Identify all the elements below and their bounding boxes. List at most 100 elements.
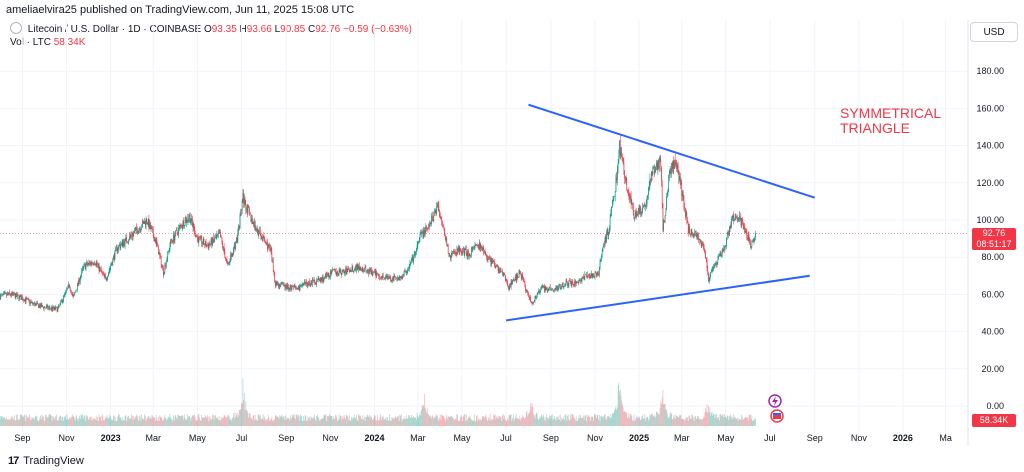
volume-bar	[98, 414, 100, 426]
candle-body	[29, 300, 30, 304]
volume-bar	[520, 420, 521, 426]
volume-bar	[569, 414, 571, 426]
candle-body	[40, 303, 42, 308]
volume-bar	[217, 419, 219, 426]
candle-body	[343, 269, 344, 271]
volume-bar	[687, 420, 689, 426]
volume-bar	[346, 415, 348, 426]
candle-body	[617, 169, 618, 180]
candle-body	[711, 271, 712, 273]
candle-body	[319, 278, 321, 282]
candle-body	[544, 285, 545, 291]
volume-bar	[682, 419, 684, 426]
tradingview-footer[interactable]: 17 TradingView	[8, 452, 84, 470]
candle-body	[207, 246, 209, 249]
volume-bar	[669, 416, 670, 426]
candle-body	[79, 278, 81, 283]
volume-bar	[598, 414, 600, 426]
candle-body	[215, 236, 217, 239]
tradingview-brand: TradingView	[23, 455, 84, 467]
candle-body	[293, 285, 294, 288]
volume-bar	[298, 420, 300, 426]
volume-legend-row[interactable]: Vol · LTC 58.34K	[10, 36, 412, 49]
candle-body	[575, 282, 577, 285]
volume-bar	[351, 419, 353, 426]
candle-body	[682, 191, 684, 197]
candle-body	[667, 190, 669, 194]
y-tick-label: 0.00	[986, 401, 1004, 411]
volume-bar	[362, 415, 364, 426]
volume-label[interactable]: Vol · LTC	[10, 37, 51, 48]
candle-body	[470, 249, 472, 256]
volume-bar	[629, 418, 631, 426]
volume-bar	[413, 417, 415, 426]
candle-body	[1, 294, 3, 295]
candle-body	[541, 285, 543, 287]
lightning-icon[interactable]	[768, 394, 782, 408]
candle-body	[610, 211, 612, 217]
flag-icon[interactable]	[770, 409, 784, 423]
candle-body	[139, 228, 141, 231]
volume-bar	[8, 418, 10, 426]
volume-bar	[512, 414, 514, 426]
volume-bar	[74, 418, 75, 426]
volume-bar	[117, 416, 119, 426]
symbol-name[interactable]: Litecoin / U.S. Dollar · 1D · COINBASE	[27, 24, 202, 35]
candle-body	[609, 216, 611, 229]
currency-button[interactable]: USD	[970, 22, 1018, 42]
volume-bar	[402, 419, 404, 426]
volume-bar	[1, 416, 2, 426]
volume-bar	[466, 420, 468, 426]
candle-body	[267, 245, 269, 250]
candle-body	[749, 240, 751, 242]
candle-body	[20, 295, 22, 300]
volume-bar	[173, 420, 175, 426]
price-chart[interactable]: 0.0020.0040.0060.0080.00100.00120.00140.…	[0, 20, 1024, 452]
candle-body	[664, 221, 665, 222]
volume-bar	[262, 417, 263, 426]
candle-body	[580, 280, 581, 282]
candle-body	[395, 277, 397, 279]
x-tick-label: 2025	[629, 433, 649, 443]
volume-bar	[74, 420, 76, 426]
candle-body	[359, 266, 361, 271]
price-scale[interactable]: 0.0020.0040.0060.0080.00100.00120.00140.…	[976, 66, 1004, 411]
candle-body	[463, 249, 465, 255]
candle-body	[209, 244, 210, 246]
candle-body	[439, 216, 441, 217]
candle-body	[612, 199, 614, 202]
candle-body	[163, 267, 164, 276]
volume-bar	[487, 420, 489, 426]
volume-bar	[275, 415, 277, 426]
candle-body	[418, 238, 420, 242]
time-scale[interactable]: Sep Nov 2023 Mar May Jul Sep Nov 2024 Mar May Jul Se…	[14, 433, 951, 443]
volume-bar	[414, 417, 416, 426]
candle-body	[684, 206, 685, 208]
trendlines[interactable]	[505, 103, 816, 322]
candle-body	[706, 259, 708, 269]
volume-bar	[606, 419, 607, 426]
candle-body	[243, 193, 244, 204]
volume-bar	[240, 409, 242, 426]
volume-bar	[691, 414, 693, 426]
volume-bar	[43, 420, 45, 426]
symbol-legend-row[interactable]: Litecoin / U.S. Dollar · 1D · COINBASE O…	[10, 22, 412, 36]
volume-bar	[547, 417, 549, 426]
volume-bar	[564, 420, 566, 426]
candle-body	[432, 220, 434, 222]
candle-body	[601, 256, 602, 259]
volume-bar	[503, 418, 505, 426]
candle-body	[608, 233, 610, 236]
candle-body	[606, 230, 608, 233]
candle-body	[56, 307, 58, 312]
candle-body	[279, 284, 281, 287]
volume-bar	[495, 419, 497, 426]
volume-bar	[481, 420, 482, 426]
candle-body	[570, 281, 571, 283]
candle-body	[645, 205, 646, 207]
candle-body	[377, 273, 378, 275]
candle-body	[700, 240, 701, 243]
candle-body	[605, 237, 607, 242]
candle-body	[80, 275, 82, 279]
candle-body	[412, 257, 414, 263]
